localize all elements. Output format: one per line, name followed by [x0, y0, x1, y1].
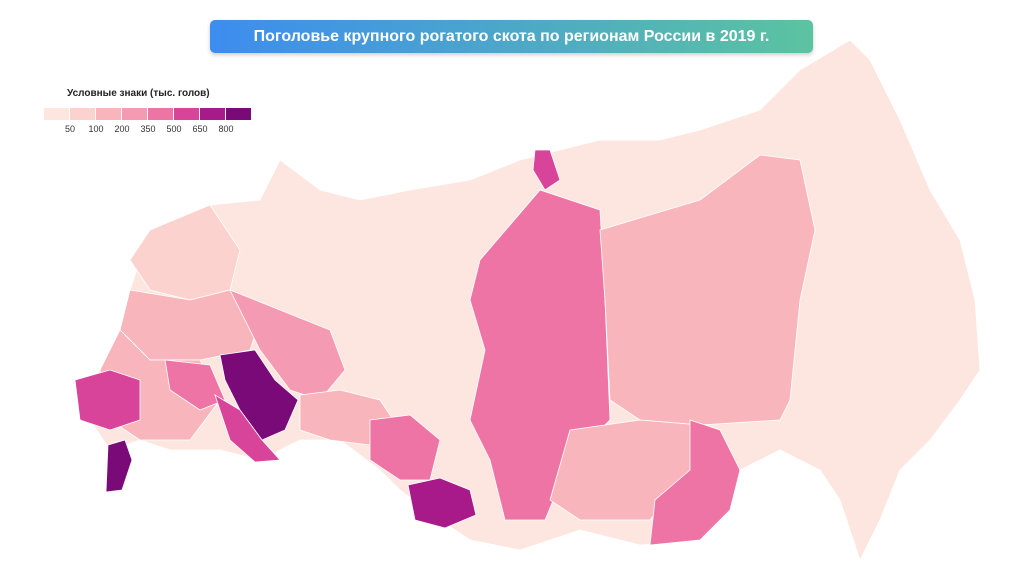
legend-tick-label: 800 — [218, 124, 233, 134]
regions — [74, 39, 981, 562]
legend: 50 100 200 350 500 650 800 — [44, 108, 251, 134]
legend-tick-label: 100 — [88, 124, 103, 134]
legend-swatch — [200, 108, 225, 120]
region — [532, 149, 561, 191]
region — [599, 154, 816, 426]
title: Поголовье крупного рогатого скота по рег… — [210, 20, 813, 53]
legend-tick-label: 50 — [65, 124, 75, 134]
legend-swatch — [148, 108, 173, 120]
legend-tick-label: 650 — [192, 124, 207, 134]
legend-title: Условные знаки (тыс. голов) — [67, 88, 210, 99]
legend-swatch — [174, 108, 199, 120]
region — [407, 477, 477, 529]
region — [649, 419, 741, 546]
legend-swatch — [70, 108, 95, 120]
legend-tick-label: 200 — [114, 124, 129, 134]
legend-swatch — [226, 108, 251, 120]
region — [229, 289, 346, 401]
legend-tick-label: 500 — [166, 124, 181, 134]
region — [214, 394, 281, 463]
legend-tick-label: 350 — [140, 124, 155, 134]
legend-swatch — [96, 108, 121, 120]
legend-swatch — [44, 108, 69, 120]
region — [219, 349, 299, 441]
region — [105, 439, 133, 493]
region — [164, 359, 226, 411]
region — [74, 369, 141, 431]
legend-swatch — [122, 108, 147, 120]
